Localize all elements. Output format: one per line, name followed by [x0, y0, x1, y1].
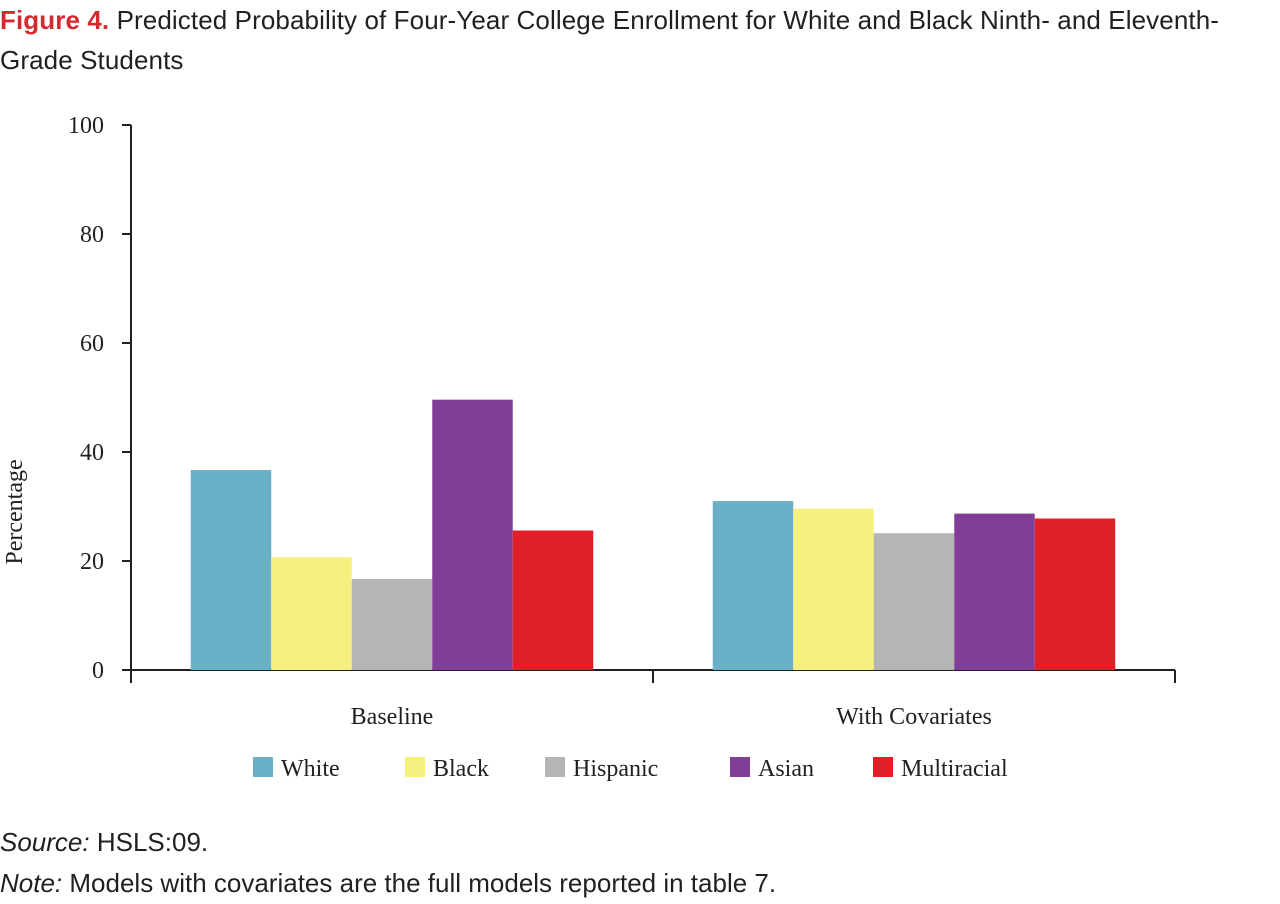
x-axis: Baseline With Covariates: [130, 669, 1176, 730]
figure-label: Figure 4.: [0, 5, 110, 35]
bar-hispanic-with-covariates: [873, 533, 955, 670]
y-tick-label: 20: [80, 549, 104, 575]
figure-title: Figure 4. Predicted Probability of Four-…: [0, 0, 1280, 80]
figure-title-text: Predicted Probability of Four-Year Colle…: [0, 5, 1220, 75]
source-text: HSLS:09.: [96, 827, 209, 857]
legend-swatch-hispanic: [545, 757, 565, 777]
bar-asian-baseline: [432, 399, 513, 670]
y-tick-label: 80: [80, 222, 104, 248]
note-label: Note:: [0, 868, 63, 898]
figure-notes: Source: HSLS:09. Note: Models with covar…: [0, 822, 776, 904]
y-tick-label: 0: [92, 658, 104, 684]
bar-black-with-covariates: [793, 508, 874, 670]
bar-black-baseline: [271, 557, 352, 670]
y-tick-label: 60: [80, 331, 104, 357]
y-axis-label: Percentage: [2, 459, 28, 564]
legend-label-white: White: [281, 756, 340, 782]
legend-swatch-white: [253, 757, 273, 777]
bar-asian-with-covariates: [954, 513, 1035, 670]
bar-white-with-covariates: [712, 501, 794, 670]
bar-multiracial-baseline: [512, 530, 594, 670]
legend-swatch-multiracial: [873, 757, 893, 777]
bar-white-baseline: [190, 469, 272, 670]
note-line: Note: Models with covariates are the ful…: [0, 863, 776, 904]
legend-label-black: Black: [433, 756, 489, 782]
legend-label-asian: Asian: [758, 756, 814, 782]
x-tick-label: With Covariates: [836, 704, 992, 730]
bar-multiracial-with-covariates: [1034, 518, 1116, 670]
bar-hispanic-baseline: [351, 578, 433, 670]
legend: White Black Hispanic Asian Multiracial: [253, 756, 1008, 782]
source-label: Source:: [0, 827, 90, 857]
source-line: Source: HSLS:09.: [0, 822, 776, 863]
legend-label-multiracial: Multiracial: [901, 756, 1008, 782]
note-text: Models with covariates are the full mode…: [69, 868, 777, 898]
y-axis: 0 20 40 60 80 100: [68, 113, 132, 684]
legend-swatch-black: [405, 757, 425, 777]
bars-group: [190, 399, 1116, 670]
bar-chart: 0 20 40 60 80 100 Baseline With Covariates Whi…: [2, 113, 1176, 782]
x-tick-label: Baseline: [351, 704, 434, 730]
legend-label-hispanic: Hispanic: [573, 756, 658, 782]
legend-swatch-asian: [730, 757, 750, 777]
y-tick-label: 40: [80, 440, 104, 466]
y-tick-label: 100: [68, 113, 104, 139]
